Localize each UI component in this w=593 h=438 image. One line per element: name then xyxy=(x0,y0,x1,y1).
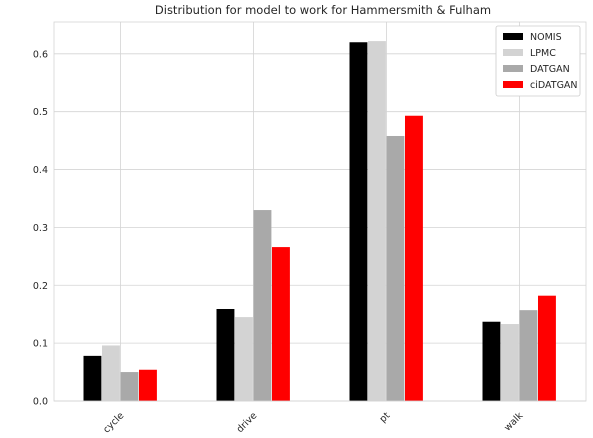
bar-nomis-drive xyxy=(216,308,235,401)
legend-swatch-nomis xyxy=(503,33,523,40)
bar-datgan-cycle xyxy=(120,372,139,401)
y-tick-label: 0.6 xyxy=(33,49,48,60)
legend-swatch-datgan xyxy=(503,65,523,72)
bar-datgan-walk xyxy=(519,310,538,401)
x-tick-label: pt xyxy=(378,410,393,425)
legend-swatch-lpmc xyxy=(503,49,523,56)
legend-swatch-cidatgan xyxy=(503,81,523,88)
legend-box xyxy=(495,25,581,97)
bar-datgan-drive xyxy=(253,210,272,401)
chart-title: Distribution for model to work for Hamme… xyxy=(155,3,491,17)
bar-nomis-pt xyxy=(349,42,368,402)
y-tick-label: 0.4 xyxy=(33,165,48,176)
plot-frame xyxy=(53,21,587,402)
y-tick-label: 0.1 xyxy=(33,339,48,350)
x-tick-label: cycle xyxy=(101,410,126,435)
legend-label-cidatgan: ciDATGAN xyxy=(530,80,578,91)
y-tick-label: 0.0 xyxy=(33,397,48,408)
bars xyxy=(83,41,556,402)
bar-nomis-walk xyxy=(482,321,501,401)
x-tick-label: drive xyxy=(235,410,260,435)
bar-lpmc-cycle xyxy=(102,345,120,401)
y-tick-label: 0.5 xyxy=(33,107,48,118)
y-tick-label: 0.2 xyxy=(33,281,48,292)
x-axis: cycle drive pt walk xyxy=(101,410,525,435)
y-tick-label: 0.3 xyxy=(33,223,48,234)
legend-label-nomis: NOMIS xyxy=(530,32,562,43)
bar-cidatgan-drive xyxy=(272,247,290,401)
legend-label-lpmc: LPMC xyxy=(530,48,556,59)
bar-nomis-cycle xyxy=(83,355,102,401)
bar-lpmc-drive xyxy=(235,317,253,401)
bar-cidatgan-walk xyxy=(538,295,556,401)
legend: NOMIS LPMC DATGAN ciDATGAN xyxy=(495,25,581,97)
legend-label-datgan: DATGAN xyxy=(530,64,570,75)
bar-cidatgan-pt xyxy=(405,115,423,402)
bar-datgan-pt xyxy=(386,135,405,401)
bar-cidatgan-cycle xyxy=(139,369,157,401)
y-axis: 0.0 0.1 0.2 0.3 0.4 0.5 0.6 xyxy=(33,49,48,407)
bar-lpmc-pt xyxy=(368,41,386,401)
bar-lpmc-walk xyxy=(501,324,519,401)
x-tick-label: walk xyxy=(502,410,525,433)
